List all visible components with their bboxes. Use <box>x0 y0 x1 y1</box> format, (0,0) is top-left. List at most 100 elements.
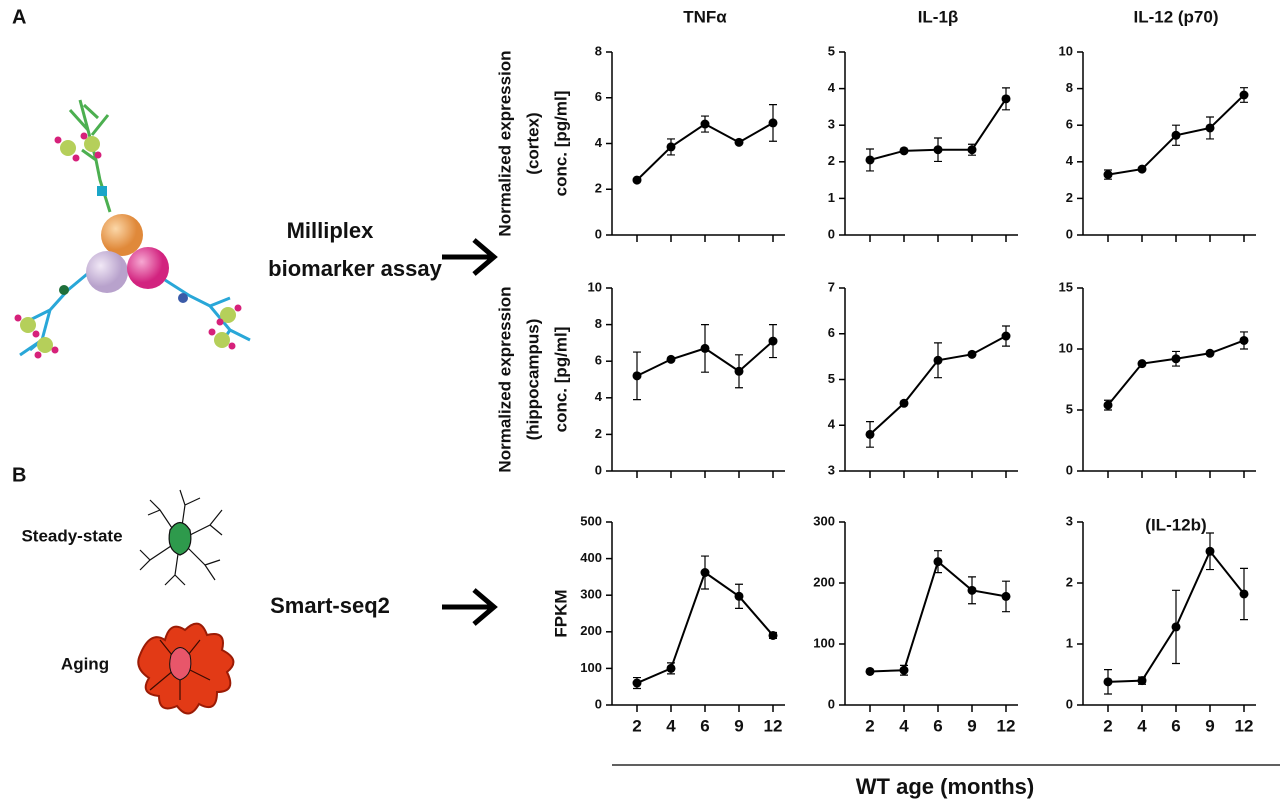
assay-label: Milliplex <box>287 218 375 243</box>
y-tick-label: 100 <box>813 635 835 650</box>
chart-title: IL-12 (p70) <box>1133 7 1218 26</box>
data-point <box>1205 546 1215 556</box>
data-point <box>1171 354 1181 364</box>
y-tick-label: 10 <box>1059 340 1073 355</box>
x-tick-label: 6 <box>700 716 709 735</box>
y-tick-label: 0 <box>1066 462 1073 477</box>
data-point <box>1137 359 1147 369</box>
arrow <box>442 238 498 276</box>
data-point <box>865 666 875 676</box>
data-point <box>1001 331 1011 341</box>
x-tick-label: 4 <box>899 716 909 735</box>
y-axis-label: Normalized expression <box>495 50 514 236</box>
y-tick-label: 1 <box>828 190 835 205</box>
arrow <box>442 588 498 626</box>
y-tick-label: 500 <box>580 513 602 528</box>
data-point <box>700 119 710 129</box>
y-axis-label: (cortex) <box>523 112 542 174</box>
data-point <box>1239 90 1249 100</box>
y-tick-label: 3 <box>828 462 835 477</box>
data-point <box>1205 123 1215 133</box>
data-point <box>1103 400 1113 410</box>
data-point <box>899 146 909 156</box>
data-point <box>865 155 875 165</box>
y-tick-label: 5 <box>828 371 835 386</box>
data-point <box>1137 676 1147 686</box>
y-tick-label: 5 <box>828 43 835 58</box>
y-tick-label: 10 <box>588 279 602 294</box>
data-point <box>899 398 909 408</box>
data-point <box>632 678 642 688</box>
x-tick-label: 6 <box>933 716 942 735</box>
y-tick-label: 4 <box>828 80 836 95</box>
y-tick-label: 6 <box>1066 117 1073 132</box>
data-point <box>933 355 943 365</box>
data-point <box>700 568 710 578</box>
y-tick-label: 0 <box>828 696 835 711</box>
data-point <box>768 630 778 640</box>
y-tick-label: 15 <box>1059 279 1073 294</box>
data-point <box>632 371 642 381</box>
data-point <box>734 366 744 376</box>
y-tick-label: 2 <box>595 181 602 196</box>
x-axis-label: WT age (months) <box>856 774 1034 799</box>
annotation: (IL-12b) <box>1145 515 1206 534</box>
x-tick-label: 4 <box>1137 716 1147 735</box>
y-tick-label: 10 <box>1059 43 1073 58</box>
x-tick-label: 2 <box>865 716 874 735</box>
data-point <box>768 118 778 128</box>
bead-diagram <box>14 99 251 359</box>
series-line <box>1107 339 1245 406</box>
data-point <box>1239 335 1249 345</box>
y-tick-label: 0 <box>595 696 602 711</box>
x-tick-label: 2 <box>632 716 641 735</box>
y-tick-label: 100 <box>580 660 602 675</box>
x-tick-label: 12 <box>1235 716 1254 735</box>
y-tick-label: 8 <box>595 43 602 58</box>
data-point <box>768 336 778 346</box>
y-tick-label: 300 <box>580 587 602 602</box>
y-tick-label: 7 <box>828 279 835 294</box>
y-tick-label: 0 <box>595 462 602 477</box>
panel-label: B <box>12 464 26 486</box>
y-axis-label: conc. [pg/ml] <box>551 91 570 197</box>
y-tick-label: 6 <box>828 325 835 340</box>
data-point <box>632 175 642 185</box>
data-point <box>1171 130 1181 140</box>
y-tick-label: 0 <box>828 226 835 241</box>
data-point <box>734 137 744 147</box>
data-point <box>967 145 977 155</box>
data-point <box>933 145 943 155</box>
y-tick-label: 3 <box>828 117 835 132</box>
y-tick-label: 8 <box>1066 80 1073 95</box>
y-tick-label: 3 <box>1066 513 1073 528</box>
y-tick-label: 1 <box>1066 635 1073 650</box>
y-tick-label: 2 <box>1066 190 1073 205</box>
data-point <box>1001 94 1011 104</box>
data-point <box>1103 170 1113 180</box>
y-axis-label: (hippocampus) <box>523 319 542 441</box>
x-tick-label: 2 <box>1103 716 1112 735</box>
data-point <box>967 349 977 359</box>
data-point <box>1171 622 1181 632</box>
chart-title: IL-1β <box>918 7 959 26</box>
y-tick-label: 200 <box>580 623 602 638</box>
y-tick-label: 4 <box>828 417 836 432</box>
microglia-steady <box>139 489 223 586</box>
x-tick-label: 4 <box>666 716 676 735</box>
assay-label: biomarker assay <box>268 256 442 281</box>
y-tick-label: 2 <box>828 153 835 168</box>
data-point <box>666 663 676 673</box>
y-tick-label: 0 <box>595 226 602 241</box>
panel-label: A <box>12 6 26 28</box>
y-tick-label: 4 <box>595 135 603 150</box>
data-point <box>933 557 943 567</box>
y-tick-label: 0 <box>1066 696 1073 711</box>
y-tick-label: 300 <box>813 513 835 528</box>
data-point <box>666 354 676 364</box>
y-tick-label: 6 <box>595 353 602 368</box>
x-tick-label: 9 <box>1205 716 1214 735</box>
y-tick-label: 400 <box>580 550 602 565</box>
y-tick-label: 200 <box>813 574 835 589</box>
